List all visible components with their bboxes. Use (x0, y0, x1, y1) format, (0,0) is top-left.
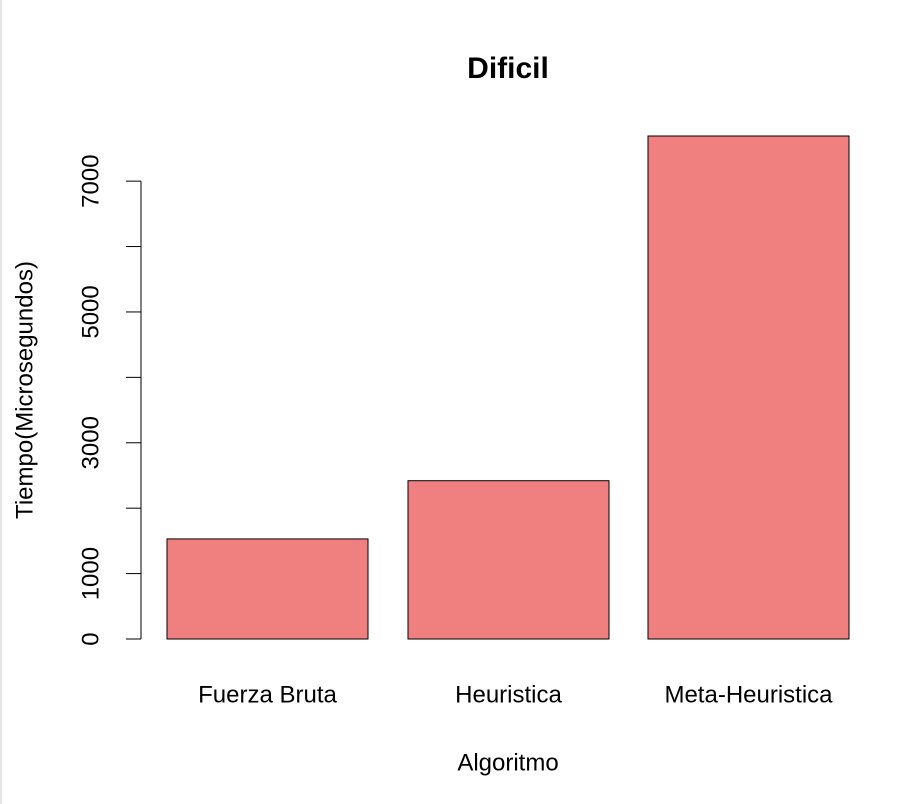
y-tick-label: 7000 (77, 154, 104, 207)
bar (407, 480, 610, 640)
x-tick-label: Heuristica (455, 681, 562, 708)
y-tick-label: 1000 (77, 547, 104, 600)
x-tick-label: Meta-Heuristica (664, 681, 833, 708)
bar (647, 135, 850, 640)
chart-title: Dificil (467, 52, 549, 85)
bar (166, 538, 369, 640)
x-axis-label: Algoritmo (457, 749, 558, 776)
y-tick-label: 5000 (77, 285, 104, 338)
y-tick-label: 3000 (77, 416, 104, 469)
x-tick-label: Fuerza Bruta (198, 681, 337, 708)
left-border (0, 0, 2, 804)
y-tick-label: 0 (77, 632, 104, 645)
y-axis-label: Tiempo(Microsegundos) (11, 261, 38, 519)
